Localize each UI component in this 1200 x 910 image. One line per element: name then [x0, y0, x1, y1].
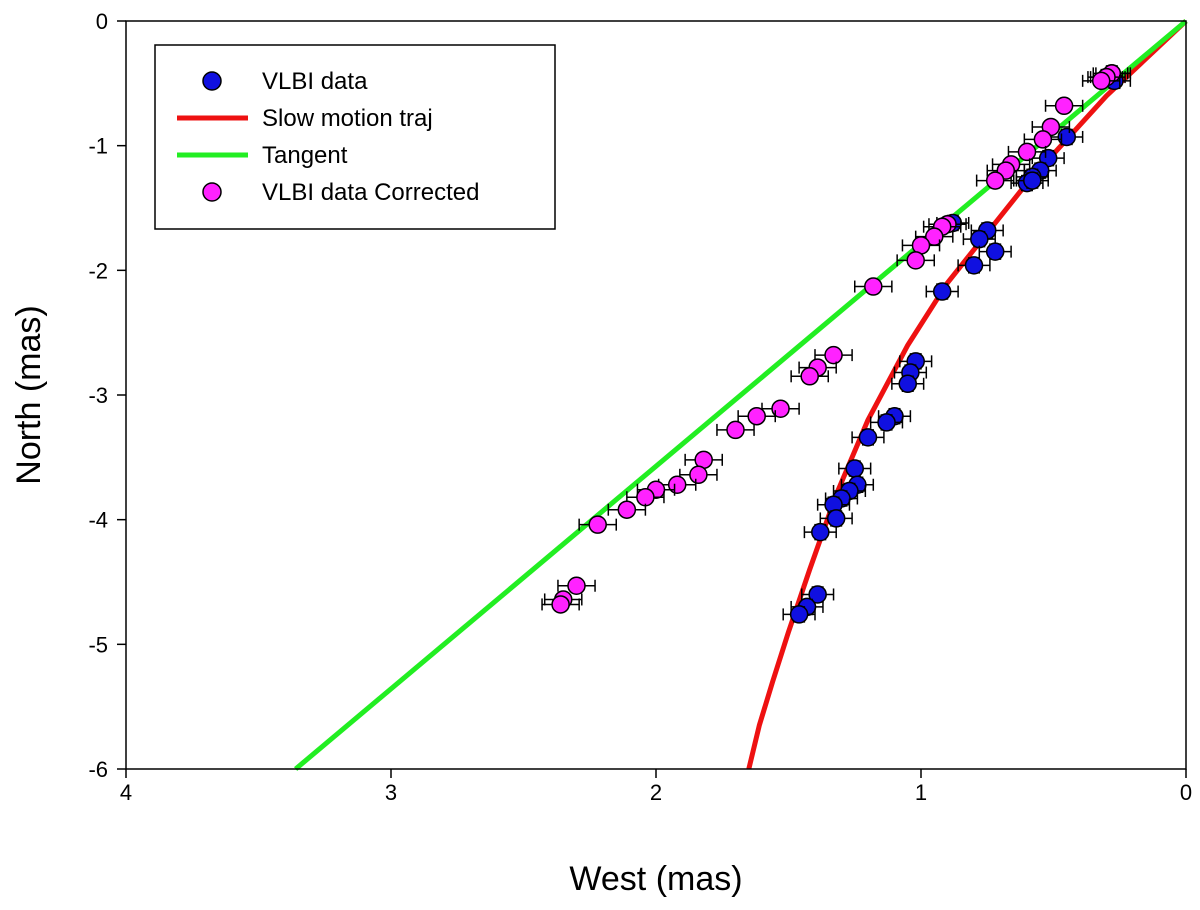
y-tick-label: -2	[88, 258, 108, 283]
data-point	[985, 242, 1005, 261]
legend-label-vlbi: VLBI data	[262, 68, 368, 95]
data-point	[567, 576, 586, 595]
data-point	[824, 345, 843, 365]
data-point	[1057, 127, 1076, 147]
data-point	[689, 465, 708, 485]
data-point	[808, 585, 827, 604]
x-tick-label: 1	[915, 780, 927, 805]
data-point	[858, 428, 878, 447]
legend-marker-corrected	[202, 182, 222, 202]
y-tick-label: -3	[88, 383, 108, 408]
data-point	[985, 171, 1005, 190]
data-point	[845, 459, 864, 478]
data-point	[877, 413, 896, 432]
data-point	[800, 367, 819, 386]
data-point	[617, 500, 637, 519]
x-tick-label: 0	[1180, 780, 1192, 805]
y-tick-label: -6	[88, 757, 108, 782]
data-point	[789, 605, 809, 624]
x-tick-label: 2	[650, 780, 662, 805]
data-point	[811, 522, 830, 542]
legend-label-corrected: VLBI data Corrected	[262, 179, 479, 206]
data-point	[826, 509, 846, 528]
data-point	[588, 515, 607, 534]
data-point	[667, 475, 687, 495]
data-point	[898, 374, 917, 394]
legend-entry-tangent: Tangent	[177, 142, 348, 169]
legend-label-slow: Slow motion traj	[262, 105, 433, 132]
data-point	[864, 277, 883, 296]
legend-label-tangent: Tangent	[262, 142, 348, 169]
y-tick-label: -4	[88, 508, 108, 533]
legend-entry-slow: Slow motion traj	[177, 105, 433, 132]
data-point	[551, 595, 570, 614]
legend-box	[154, 44, 556, 230]
x-axis-title: West (mas)	[569, 860, 742, 898]
data-point	[906, 251, 925, 270]
axes: 4 3 2 1 0 0 -1 -2 -3 -4 -5 -6	[88, 9, 1192, 805]
x-tick-label: 3	[385, 780, 397, 805]
data-point	[636, 487, 655, 507]
data-point	[1017, 142, 1037, 162]
data-point	[771, 399, 790, 418]
legend-entry-vlbi: VLBI data	[202, 68, 368, 95]
legend-marker-vlbi	[202, 71, 222, 91]
y-tick-label: -5	[88, 632, 108, 657]
y-tick-label: -1	[88, 134, 108, 159]
data-point	[726, 420, 745, 440]
legend: VLBI data Slow motion traj Tangent VLBI …	[154, 44, 556, 230]
data-point	[1091, 71, 1111, 91]
data-point	[970, 229, 989, 249]
y-tick-label: 0	[96, 9, 108, 34]
data-point	[1054, 96, 1074, 116]
series-corrected	[541, 64, 1132, 614]
x-tick-label: 4	[120, 780, 132, 805]
series-points	[541, 64, 1132, 624]
legend-entry-corrected: VLBI data Corrected	[202, 179, 479, 206]
data-point	[1023, 171, 1042, 190]
data-point	[964, 256, 984, 275]
y-axis-title: North (mas)	[10, 305, 48, 484]
data-point	[1033, 130, 1053, 149]
series-vlbi	[782, 64, 1132, 624]
line-slow	[746, 19, 1188, 770]
data-point	[747, 406, 766, 426]
data-point	[932, 282, 952, 301]
